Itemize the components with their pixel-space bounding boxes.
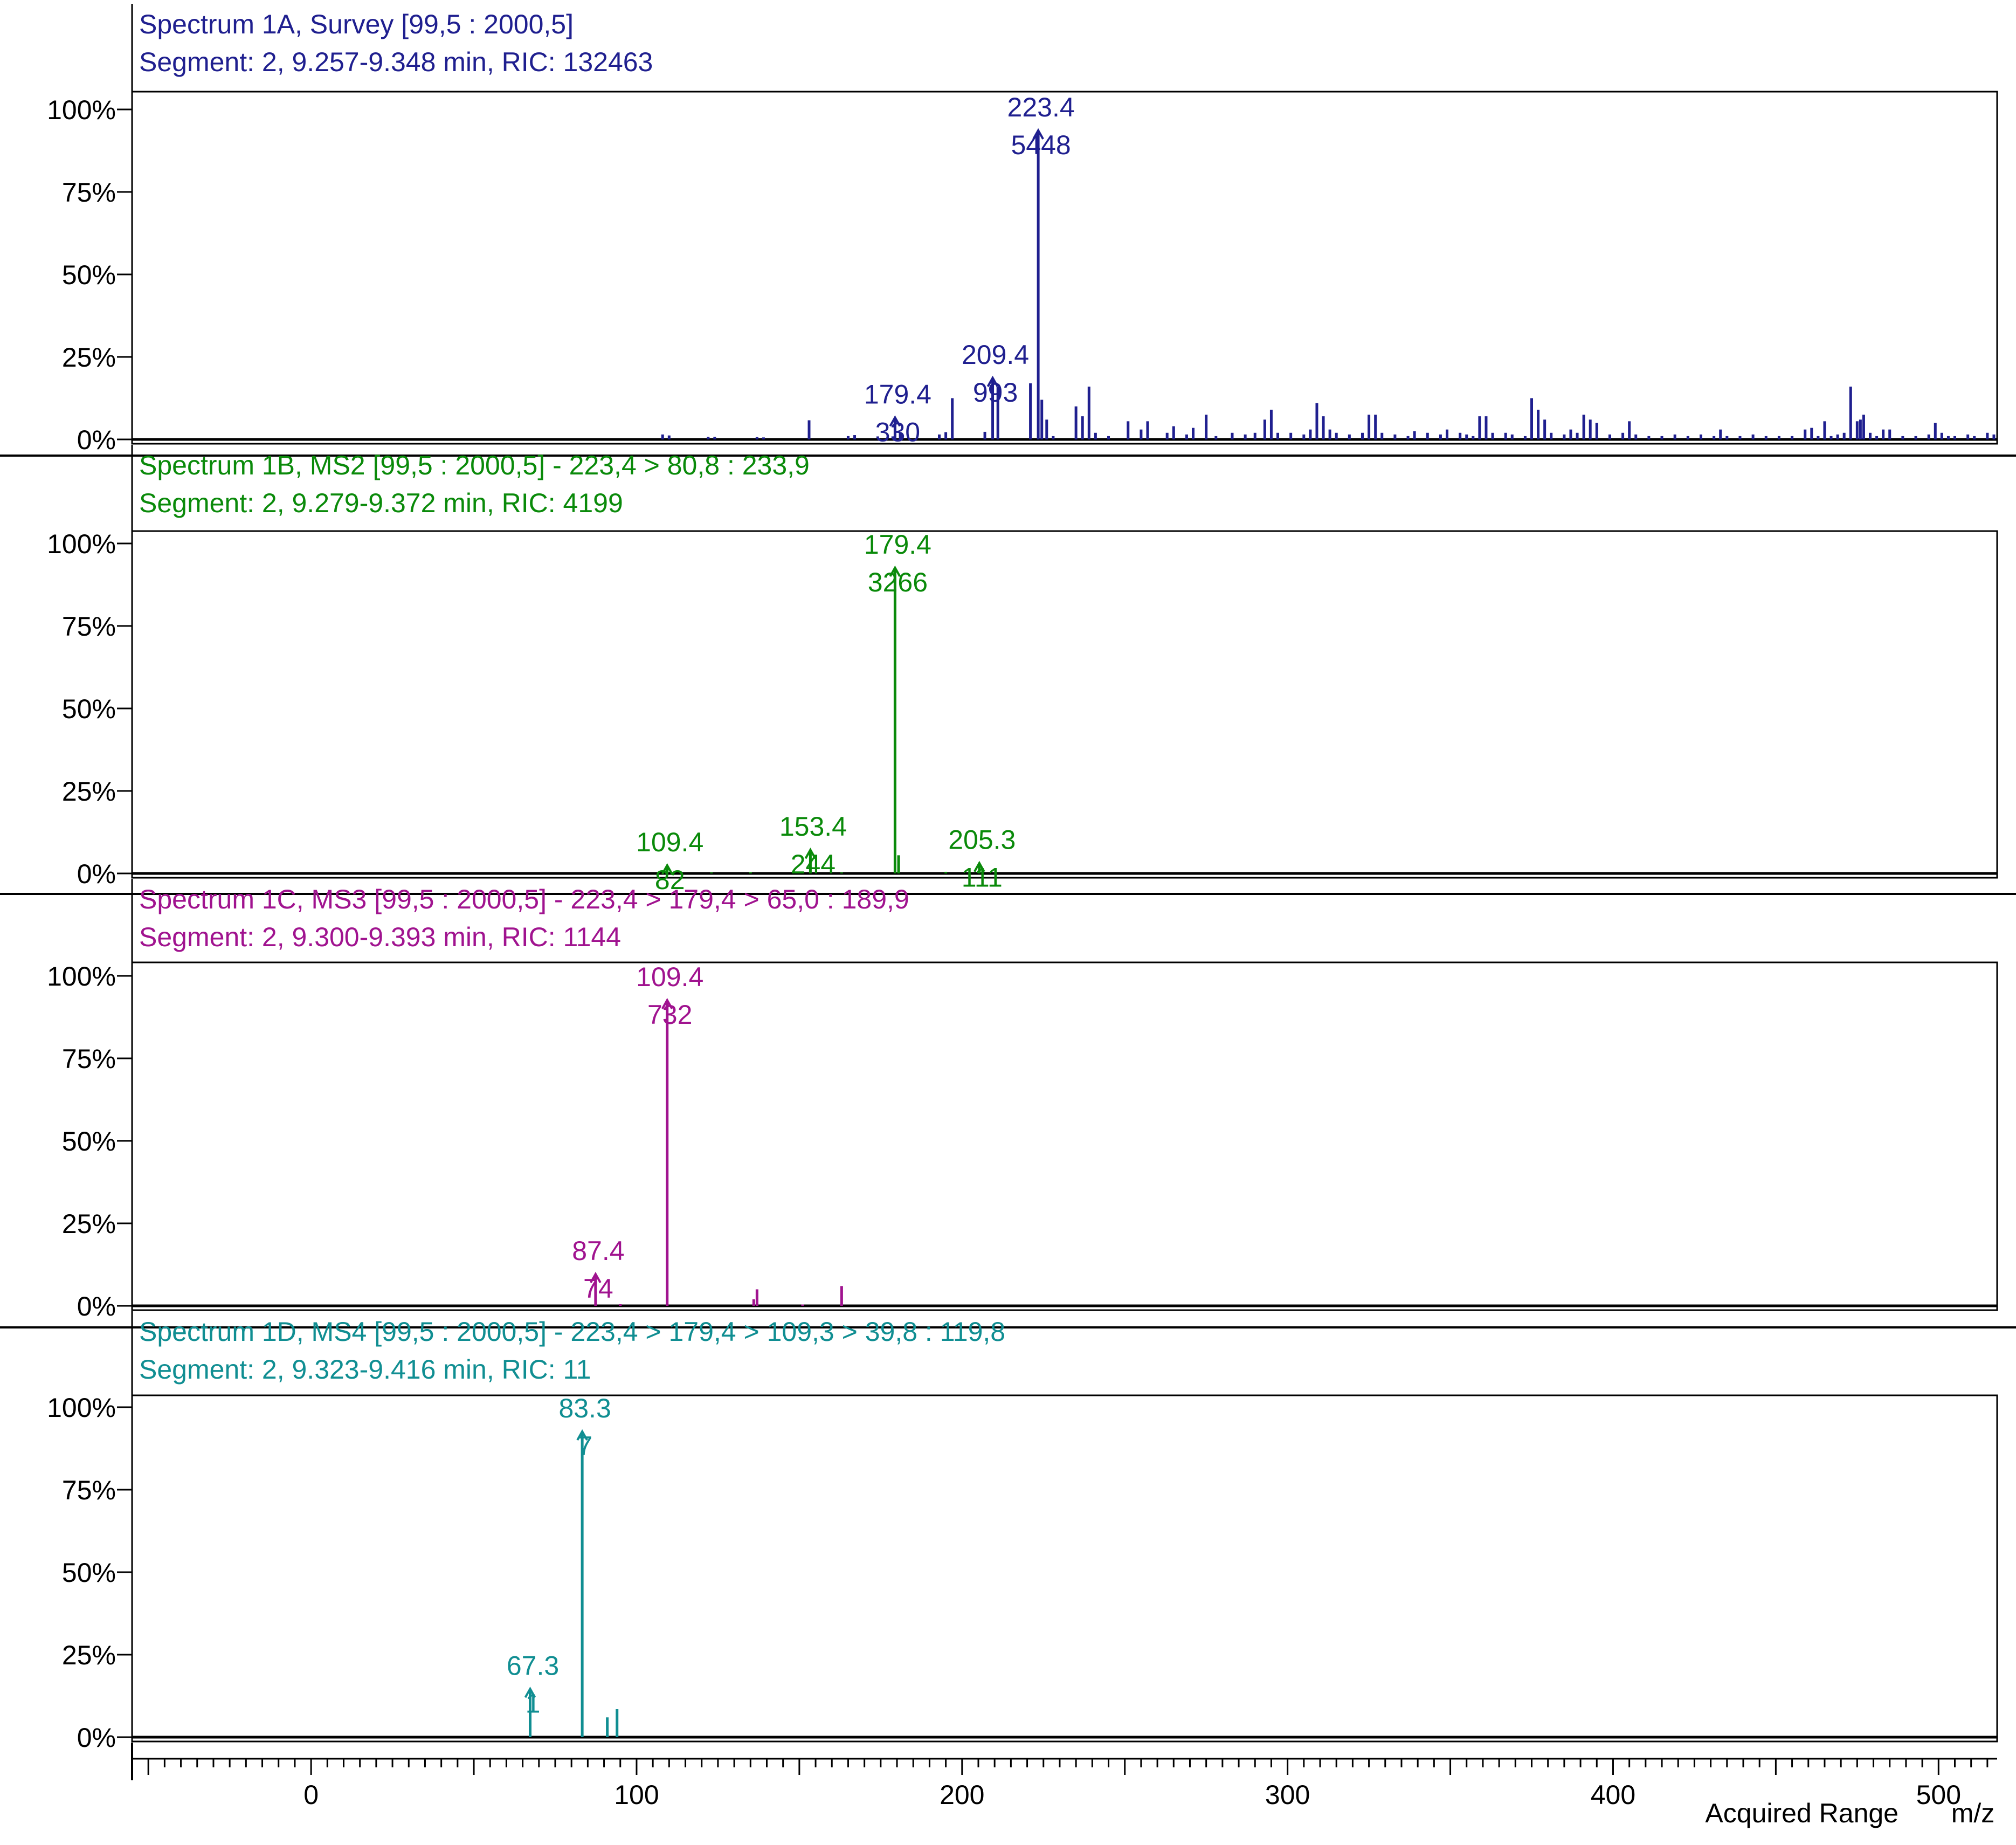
peak-mz-label: 205.3: [948, 825, 1016, 855]
peak-marker: [661, 863, 673, 875]
peak-mz-label: 209.4: [962, 340, 1029, 370]
peak-mz-label: 223.4: [1007, 92, 1075, 122]
y-tick-label: 50%: [62, 260, 116, 290]
y-tick-label: 25%: [62, 776, 116, 807]
peak-intensity-label: 3266: [868, 567, 928, 597]
x-range-label: Acquired Range: [1705, 1798, 1898, 1828]
peak-mz-label: 83.3: [558, 1393, 611, 1423]
peak-marker: [889, 415, 901, 427]
peak-mz-label: 109.4: [636, 962, 703, 992]
plot-frame: [131, 961, 1998, 1311]
peak-mz-label: 109.4: [636, 827, 703, 857]
y-tick-label: 50%: [62, 1558, 116, 1588]
plot-frame: [131, 91, 1998, 445]
peak-marker: [590, 1271, 602, 1283]
peak-intensity-label: 111: [962, 863, 1003, 893]
y-tick-label: 25%: [62, 1209, 116, 1239]
y-tick-label: 75%: [62, 611, 116, 642]
peak-intensity-label: 74: [583, 1273, 613, 1304]
peak-intensity-label: 993: [973, 377, 1018, 408]
y-tick-label: 75%: [62, 177, 116, 208]
y-tick-label: 0%: [77, 1723, 116, 1753]
spectrum-subtitle: Segment: 2, 9.257-9.348 min, RIC: 132463: [139, 47, 653, 77]
peak-marker: [889, 565, 901, 577]
peak-intensity-label: 82: [655, 865, 685, 895]
spectrum-title: Spectrum 1D, MS4 [99,5 : 2000,5] - 223,4…: [139, 1317, 1005, 1347]
peak-intensity-label: 244: [791, 849, 836, 879]
x-tick-label: 500: [1916, 1780, 1961, 1810]
spectrum-subtitle: Segment: 2, 9.300-9.393 min, RIC: 1144: [139, 922, 621, 952]
spectrum-title: Spectrum 1A, Survey [99,5 : 2000,5]: [139, 9, 574, 39]
peak-mz-label: 179.4: [864, 379, 931, 409]
plot-frame: [131, 1394, 1998, 1743]
y-tick-label: 25%: [62, 1640, 116, 1670]
y-tick-label: 0%: [77, 425, 116, 455]
peak-mz-label: 67.3: [507, 1650, 559, 1681]
x-tick-label: 300: [1265, 1780, 1310, 1810]
peak-marker: [974, 860, 985, 872]
spectrum-title: Spectrum 1C, MS3 [99,5 : 2000,5] - 223,4…: [139, 884, 909, 914]
x-axis-label: m/z: [1951, 1798, 1995, 1828]
spectrum-title: Spectrum 1B, MS2 [99,5 : 2000,5] - 223,4…: [139, 450, 810, 480]
x-tick-label: 200: [940, 1780, 984, 1810]
y-tick-label: 0%: [77, 1291, 116, 1321]
peak-marker: [576, 1429, 588, 1441]
peak-mz-label: 153.4: [779, 811, 847, 842]
y-tick-label: 75%: [62, 1475, 116, 1505]
x-tick-label: 100: [614, 1780, 659, 1810]
peak-marker: [1032, 128, 1044, 140]
peak-intensity-label: 1: [526, 1688, 541, 1718]
spectrum-subtitle: Segment: 2, 9.323-9.416 min, RIC: 11: [139, 1354, 591, 1385]
peak-marker: [804, 848, 817, 859]
x-tick-label: 0: [303, 1780, 319, 1810]
peak-mz-label: 87.4: [572, 1236, 624, 1266]
y-tick-label: 0%: [77, 859, 116, 889]
y-tick-label: 25%: [62, 342, 116, 373]
y-tick-label: 100%: [47, 95, 116, 125]
y-tick-label: 75%: [62, 1044, 116, 1074]
peak-intensity-label: 5448: [1011, 130, 1071, 160]
y-tick-label: 100%: [47, 961, 116, 992]
y-tick-label: 100%: [47, 1393, 116, 1423]
peak-marker: [524, 1686, 536, 1698]
y-tick-label: 100%: [47, 529, 116, 559]
plot-frame: [131, 530, 1998, 879]
y-tick-label: 50%: [62, 1126, 116, 1156]
peak-intensity-label: 732: [647, 1000, 692, 1030]
peak-mz-label: 179.4: [864, 529, 931, 560]
spectrum-subtitle: Segment: 2, 9.279-9.372 min, RIC: 4199: [139, 488, 623, 518]
peak-marker: [661, 997, 673, 1009]
peak-intensity-label: 330: [875, 417, 920, 447]
y-tick-label: 50%: [62, 694, 116, 724]
peak-intensity-label: 7: [577, 1431, 592, 1461]
x-tick-label: 400: [1591, 1780, 1635, 1810]
peak-marker: [986, 375, 999, 387]
